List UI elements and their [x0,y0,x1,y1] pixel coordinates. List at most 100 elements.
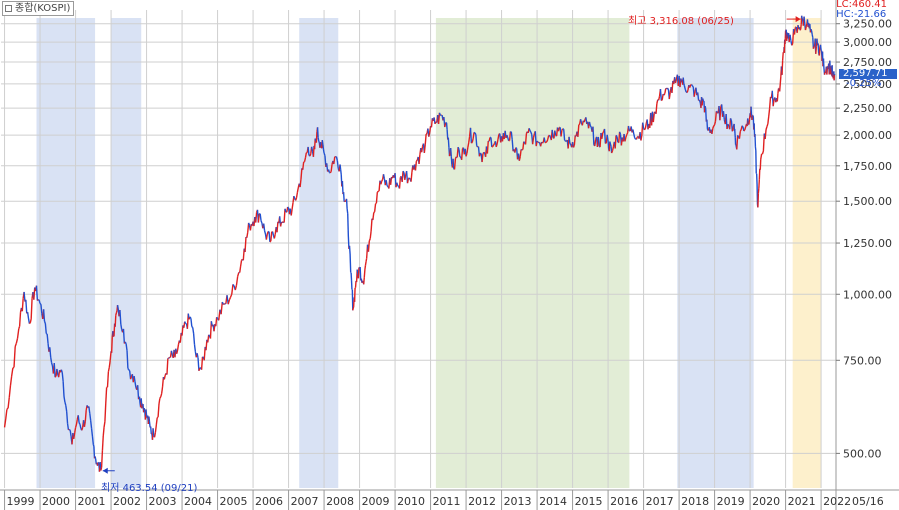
price-segment [693,91,696,97]
price-segment [404,174,407,180]
price-segment [39,303,42,305]
x-tick-label: 2012 [468,495,496,508]
x-tick-label: 2020 [752,495,780,508]
y-tick-label: 3,000.00 [843,36,892,49]
price-segment [372,212,375,221]
price-segment [744,126,747,131]
price-segment [507,137,510,141]
price-segment [515,147,518,149]
price-segment [522,141,525,150]
lc-label: LC:460.41 [836,0,887,10]
price-segment [18,326,21,330]
price-segment [53,363,56,378]
price-segment [101,435,104,451]
price-segment [453,158,457,170]
price-segment [739,129,742,132]
price-segment [62,381,65,397]
price-segment [333,156,336,165]
price-segment [90,428,94,437]
price-segment [239,265,242,273]
price-segment [457,146,460,150]
price-segment [468,136,471,143]
price-segment [364,265,367,270]
price-segment [683,85,686,90]
price-segment [346,208,349,214]
price-segment [791,43,794,46]
price-segment [423,144,426,154]
price-segment [772,99,775,107]
price-segment [126,350,129,369]
price-segment [572,144,576,148]
price-segment [307,146,310,156]
price-segment [497,134,500,140]
price-segment [495,143,498,148]
price-segment [227,299,231,305]
price-segment [674,79,678,84]
price-segment [161,377,165,388]
price-segment [689,84,692,88]
price-segment [536,140,539,143]
price-segment [193,344,197,352]
price-segment [269,240,272,243]
price-segment [633,133,636,139]
price-segment [496,138,499,144]
price-segment [30,298,33,319]
price-segment [322,144,325,150]
price-segment [300,168,303,180]
x-axis-labels: 1999 2000 2001 2002 2003 2004 2005 2006 2007 2008… [4,490,851,510]
price-segment [84,409,87,422]
price-segment [711,128,714,134]
price-segment [44,323,47,334]
price-segment [712,125,715,129]
price-segment [348,245,351,255]
band-blue [299,18,339,488]
price-segment [811,34,814,38]
price-segment [514,147,517,153]
price-segment [184,321,187,324]
price-segment [89,420,93,429]
price-segment [235,276,239,286]
price-segment [103,421,106,428]
price-segment [170,350,173,355]
price-segment [359,267,362,281]
price-segment [713,121,717,125]
price-segment [642,122,645,129]
price-segment [361,281,364,284]
y-tick-label: 2,000.00 [843,129,892,142]
price-segment [127,368,130,371]
price-segment [341,181,344,195]
price-segment [239,260,243,267]
price-segment [318,140,320,144]
price-segment [49,347,52,358]
price-segment [255,212,258,223]
price-segment [10,368,14,377]
price-segment [321,139,324,145]
price-segment [364,261,367,266]
price-segment [777,88,780,94]
price-segment [663,93,666,96]
price-segment [234,284,238,291]
y-axis-labels: 3,250.00 3,000.00 2,750.00 2,500.00 2,250.00… [836,18,892,460]
x-tick-label: 2011 [433,495,461,508]
price-segment [779,76,782,84]
price-segment [377,190,380,193]
price-segment [100,467,103,471]
price-segment [520,148,523,151]
price-segment [488,137,491,142]
price-segment [102,427,105,436]
price-segment [115,312,118,316]
collapse-icon[interactable] [5,5,12,12]
price-segment [293,195,296,200]
price-segment [589,125,592,128]
price-segment [152,428,155,436]
price-segment [731,127,734,132]
price-segment [706,119,709,130]
price-segment [812,46,815,49]
price-segment [588,121,592,126]
chart-title[interactable]: 종합(KOSPI) [2,1,75,16]
price-segment [208,334,211,337]
price-segment [263,223,266,231]
price-segment [134,381,137,388]
price-segment [747,118,750,125]
